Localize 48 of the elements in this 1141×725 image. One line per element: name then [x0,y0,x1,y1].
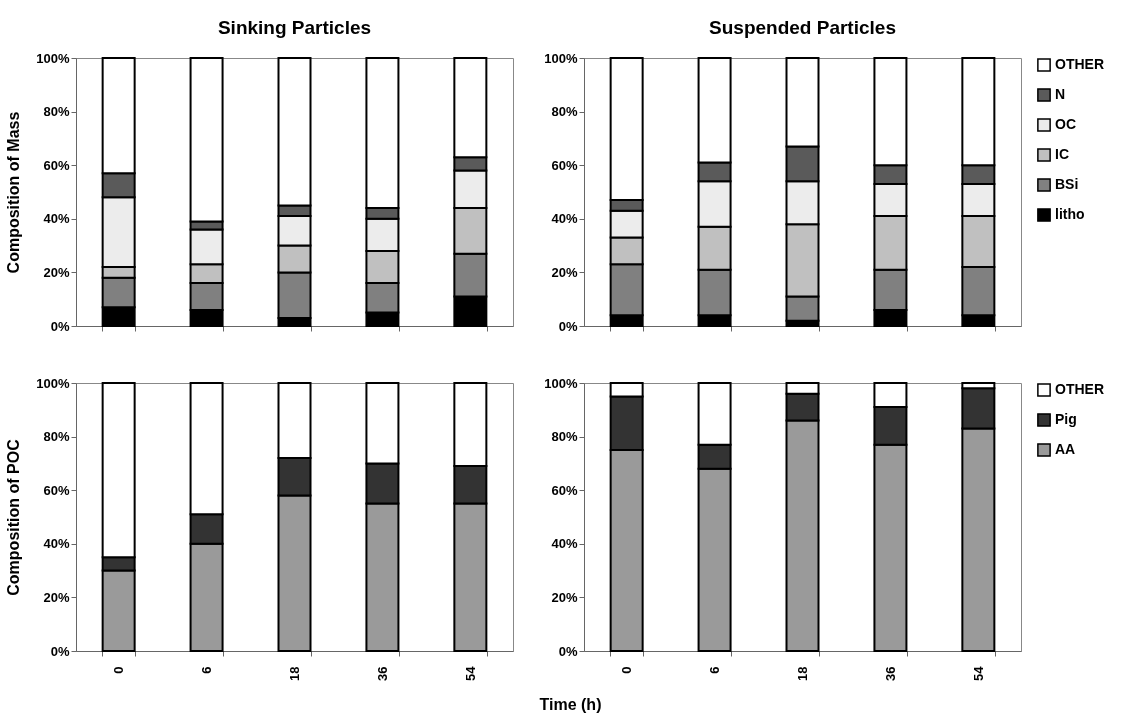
x-tick-label: 0 [111,666,127,674]
y-tick-label: 40% [551,536,578,552]
y-tick-label: 60% [43,157,70,173]
x-tick-label: 6 [707,666,723,674]
x-tick-label: 36 [882,666,898,681]
x-axis-title: Time (h) [538,696,603,714]
chart-title: Sinking Particles [217,17,372,38]
y-axis-title: Composition of POC [5,438,23,596]
y-tick-label: 60% [551,482,578,498]
y-tick-label: 100% [544,375,578,391]
y-tick-label: 20% [551,264,578,280]
y-tick-label: 40% [551,211,578,227]
y-tick-label: 100% [544,50,578,66]
y-tick-label: 60% [551,157,578,173]
legend-label: N [1055,86,1066,102]
y-tick-label: 20% [551,589,578,605]
legend-label: AA [1055,441,1076,457]
y-tick-label: 0% [558,643,578,659]
y-tick-label: 20% [43,589,70,605]
legend-label: IC [1055,146,1069,162]
legend-label: OTHER [1055,381,1104,397]
y-tick-label: 40% [43,211,70,227]
y-tick-label: 0% [50,318,70,334]
y-tick-label: 80% [551,104,578,120]
x-tick-label: 6 [199,666,215,674]
x-tick-label: 0 [619,666,635,674]
y-tick-label: 0% [558,318,578,334]
legend-label: OTHER [1055,56,1104,72]
y-tick-label: 100% [36,375,70,391]
y-tick-label: 80% [43,104,70,120]
x-tick-label: 18 [287,666,302,681]
y-tick-label: 80% [551,429,578,445]
x-tick-label: 18 [795,666,810,681]
x-tick-label: 54 [462,665,478,681]
legend-label: Pig [1055,411,1077,427]
y-tick-label: 100% [36,50,70,66]
y-tick-label: 0% [50,643,70,659]
y-tick-label: 80% [43,429,70,445]
chart-title: Suspended Particles [709,17,896,38]
y-tick-label: 20% [43,264,70,280]
y-tick-label: 40% [43,536,70,552]
legend-label: BSi [1055,176,1079,192]
y-tick-label: 60% [43,482,70,498]
legend-label: litho [1055,206,1085,222]
x-tick-label: 36 [374,666,390,681]
y-axis-title: Composition of Mass [5,111,23,274]
x-tick-label: 54 [970,665,986,681]
legend-label: OC [1055,116,1076,132]
